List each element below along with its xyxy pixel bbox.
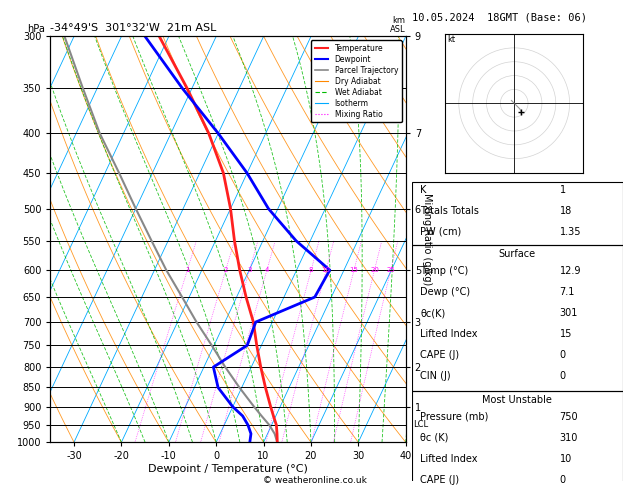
Text: CIN (J): CIN (J) [420, 371, 451, 381]
Text: 12.9: 12.9 [560, 266, 581, 276]
Text: Surface: Surface [499, 249, 536, 260]
Text: 310: 310 [560, 433, 578, 443]
X-axis label: Dewpoint / Temperature (°C): Dewpoint / Temperature (°C) [148, 464, 308, 474]
Text: 0: 0 [560, 371, 565, 381]
Bar [412, 182, 623, 245]
Text: 15: 15 [560, 329, 572, 339]
Text: Temp (°C): Temp (°C) [420, 266, 469, 276]
Text: θᴄ (K): θᴄ (K) [420, 433, 449, 443]
Text: 10.05.2024  18GMT (Base: 06): 10.05.2024 18GMT (Base: 06) [412, 12, 587, 22]
Text: K: K [420, 185, 427, 195]
Text: Pressure (mb): Pressure (mb) [420, 412, 489, 422]
Text: 750: 750 [560, 412, 578, 422]
Text: 20: 20 [370, 267, 379, 273]
Text: -34°49'S  301°32'W  21m ASL: -34°49'S 301°32'W 21m ASL [50, 23, 217, 33]
Y-axis label: Mixing Ratio (g/kg): Mixing Ratio (g/kg) [422, 193, 432, 285]
Text: 8: 8 [309, 267, 313, 273]
Text: 301: 301 [560, 308, 578, 318]
Text: θᴄ(K): θᴄ(K) [420, 308, 446, 318]
Bar [412, 391, 623, 486]
Bar [412, 245, 623, 391]
Text: Dewp (°C): Dewp (°C) [420, 287, 470, 297]
Text: 1.35: 1.35 [560, 227, 581, 237]
Text: CAPE (J): CAPE (J) [420, 475, 460, 485]
Text: 7.1: 7.1 [560, 287, 575, 297]
Text: 2: 2 [223, 267, 228, 273]
Text: hPa: hPa [27, 24, 45, 35]
Text: kt: kt [448, 35, 456, 44]
Text: 1: 1 [185, 267, 189, 273]
Text: © weatheronline.co.uk: © weatheronline.co.uk [262, 475, 367, 485]
Legend: Temperature, Dewpoint, Parcel Trajectory, Dry Adiabat, Wet Adiabat, Isotherm, Mi: Temperature, Dewpoint, Parcel Trajectory… [311, 40, 402, 122]
Text: 18: 18 [560, 206, 572, 216]
Text: Totals Totals: Totals Totals [420, 206, 479, 216]
Text: 25: 25 [386, 267, 395, 273]
Text: 3: 3 [247, 267, 252, 273]
Text: PW (cm): PW (cm) [420, 227, 462, 237]
Text: 10: 10 [321, 267, 331, 273]
Text: CAPE (J): CAPE (J) [420, 350, 460, 360]
Text: LCL: LCL [413, 420, 428, 430]
Text: Lifted Index: Lifted Index [420, 329, 478, 339]
Text: 4: 4 [265, 267, 269, 273]
Text: 0: 0 [560, 475, 565, 485]
Text: km
ASL: km ASL [390, 17, 406, 35]
Text: Lifted Index: Lifted Index [420, 454, 478, 464]
Text: 0: 0 [560, 350, 565, 360]
Text: 1: 1 [560, 185, 565, 195]
Text: 10: 10 [560, 454, 572, 464]
Text: 15: 15 [350, 267, 359, 273]
Text: Most Unstable: Most Unstable [482, 395, 552, 405]
